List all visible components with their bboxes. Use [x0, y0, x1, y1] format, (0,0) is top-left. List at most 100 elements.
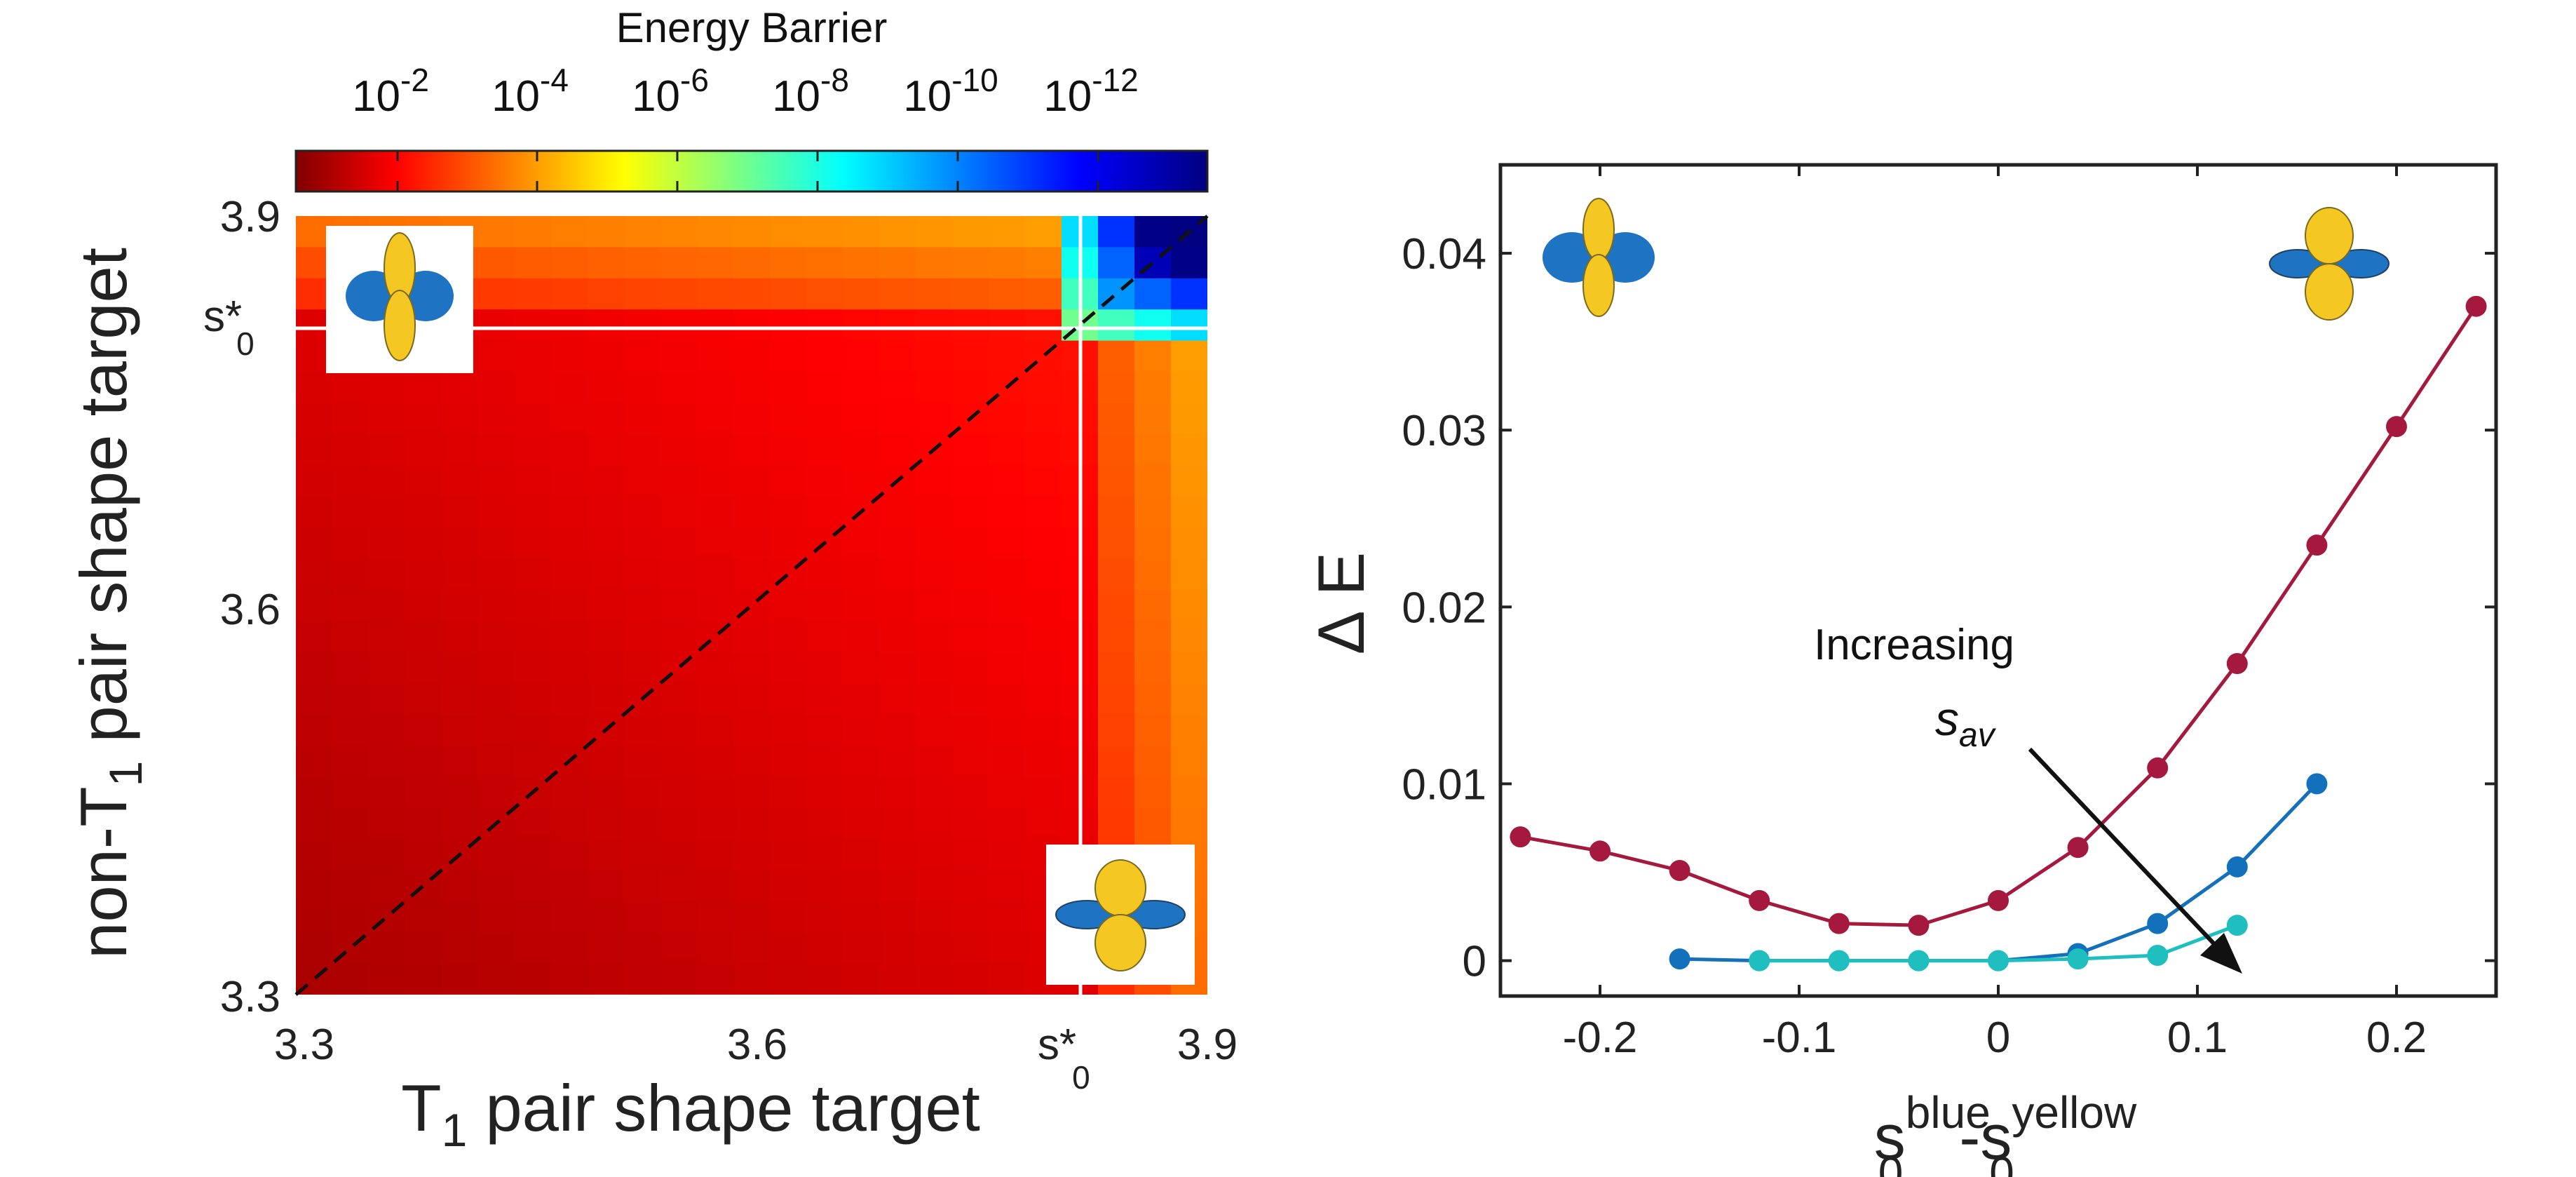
heatmap-cell	[952, 621, 989, 653]
series-1-point	[1749, 889, 1770, 911]
heatmap-cell	[296, 558, 333, 591]
x-label-s: s	[1874, 1103, 1906, 1173]
colorbar-tick-label: 10-4	[492, 62, 569, 121]
heatmap-cell	[733, 433, 771, 466]
heatmap-cell	[660, 403, 698, 435]
heatmap-cell	[697, 776, 734, 809]
heatmap-cell	[478, 839, 515, 871]
heatmap-cell	[843, 309, 880, 342]
heatmap-cell	[478, 216, 515, 248]
heatmap-cell	[697, 372, 734, 404]
heatmap-cell	[515, 589, 552, 621]
heatmap-cell	[296, 714, 333, 746]
s-star-subscript: 0	[236, 325, 255, 362]
colorbar-title: Energy Barrier	[616, 4, 888, 51]
heatmap-cell	[1025, 621, 1062, 653]
heatmap-cell	[952, 558, 989, 591]
heatmap-cell	[697, 465, 734, 497]
heatmap-cell	[296, 465, 333, 497]
heatmap-cell	[1171, 776, 1207, 809]
heatmap-cell	[1134, 652, 1172, 684]
heatmap-cell	[1171, 527, 1207, 560]
heatmap-cell	[916, 278, 953, 310]
heatmap-cell	[369, 714, 406, 746]
heatmap-cell	[332, 496, 370, 528]
yellow-lobe-icon	[1094, 914, 1146, 971]
heatmap-cell	[770, 714, 807, 746]
heatmap-cell	[1025, 372, 1062, 404]
heatmap-cell	[405, 621, 442, 653]
heatmap-cell	[515, 621, 552, 653]
heatmap-x-tick: 3.6	[727, 1021, 787, 1069]
heatmap-cell	[478, 278, 515, 310]
series-1-point	[1908, 915, 1930, 936]
heatmap-cell	[624, 807, 661, 840]
heatmap-cell	[916, 621, 953, 653]
heatmap-cell	[1171, 807, 1207, 840]
heatmap-cell	[806, 216, 843, 248]
heatmap-cell	[296, 403, 333, 435]
heatmap-cell	[624, 589, 661, 621]
heatmap-cell	[989, 496, 1026, 528]
heatmap-cell	[697, 247, 734, 279]
heatmap-cell	[952, 278, 989, 310]
heatmap-cell	[697, 589, 734, 621]
heatmap-cell	[478, 589, 515, 621]
heatmap-cell	[478, 963, 515, 995]
heatmap-cell	[1025, 403, 1062, 435]
heatmap-cell	[405, 683, 442, 715]
heatmap-cell	[1025, 683, 1062, 715]
heatmap-cell	[1025, 247, 1062, 279]
heatmap-cell	[989, 683, 1026, 715]
series-1-point	[1988, 889, 2009, 911]
heatmap-cell	[588, 932, 625, 964]
heatmap-cell	[588, 309, 625, 342]
annotation-arrow	[2028, 747, 2219, 949]
heatmap-cell	[296, 776, 333, 809]
heatmap-cell	[806, 403, 843, 435]
heatmap-cell	[733, 247, 771, 279]
heatmap-cell	[843, 278, 880, 310]
heatmap-cell	[1134, 433, 1172, 466]
heatmap-cell	[405, 901, 442, 933]
series-1-point	[2306, 534, 2328, 556]
heatmap-cell	[369, 621, 406, 653]
series-3-point	[1908, 950, 1930, 971]
heatmap-cell	[916, 247, 953, 279]
heatmap-cell	[806, 839, 843, 871]
heatmap-cell	[1134, 309, 1172, 342]
heatmap-cell	[697, 901, 734, 933]
heatmap-cell	[1025, 807, 1062, 840]
heatmap-cell	[1134, 465, 1172, 497]
heatmap-cell	[369, 963, 406, 995]
heatmap-cell	[1171, 309, 1207, 342]
heatmap-cell	[369, 807, 406, 840]
colorbar-tick-exponent: -10	[951, 62, 998, 98]
heatmap-cell	[879, 807, 916, 840]
heatmap-cell	[551, 527, 588, 560]
heatmap-cell	[770, 433, 807, 466]
yellow-lobe-icon	[1582, 198, 1615, 261]
heatmap-cell	[478, 403, 515, 435]
heatmap-cell	[1134, 621, 1172, 653]
heatmap-cell	[296, 683, 333, 715]
heatmap-cell	[806, 714, 843, 746]
heatmap-cell	[952, 309, 989, 342]
heatmap-cell	[879, 901, 916, 933]
heatmap-cell	[879, 652, 916, 684]
heatmap-cell	[989, 807, 1026, 840]
heatmap-cell	[843, 870, 880, 902]
heatmap-cell	[770, 683, 807, 715]
heatmap-cell	[1134, 403, 1172, 435]
heatmap-cell	[551, 216, 588, 248]
heatmap-cell	[551, 309, 588, 342]
heatmap-cell	[989, 776, 1026, 809]
heatmap-cell	[660, 714, 698, 746]
heatmap-cell	[332, 465, 370, 497]
heatmap-cell	[989, 247, 1026, 279]
heatmap-cell	[624, 496, 661, 528]
x-label-main: T	[401, 1071, 441, 1145]
heatmap-y-tick: 3.9	[220, 193, 280, 241]
heatmap-cell	[733, 465, 771, 497]
heatmap-cell	[551, 870, 588, 902]
